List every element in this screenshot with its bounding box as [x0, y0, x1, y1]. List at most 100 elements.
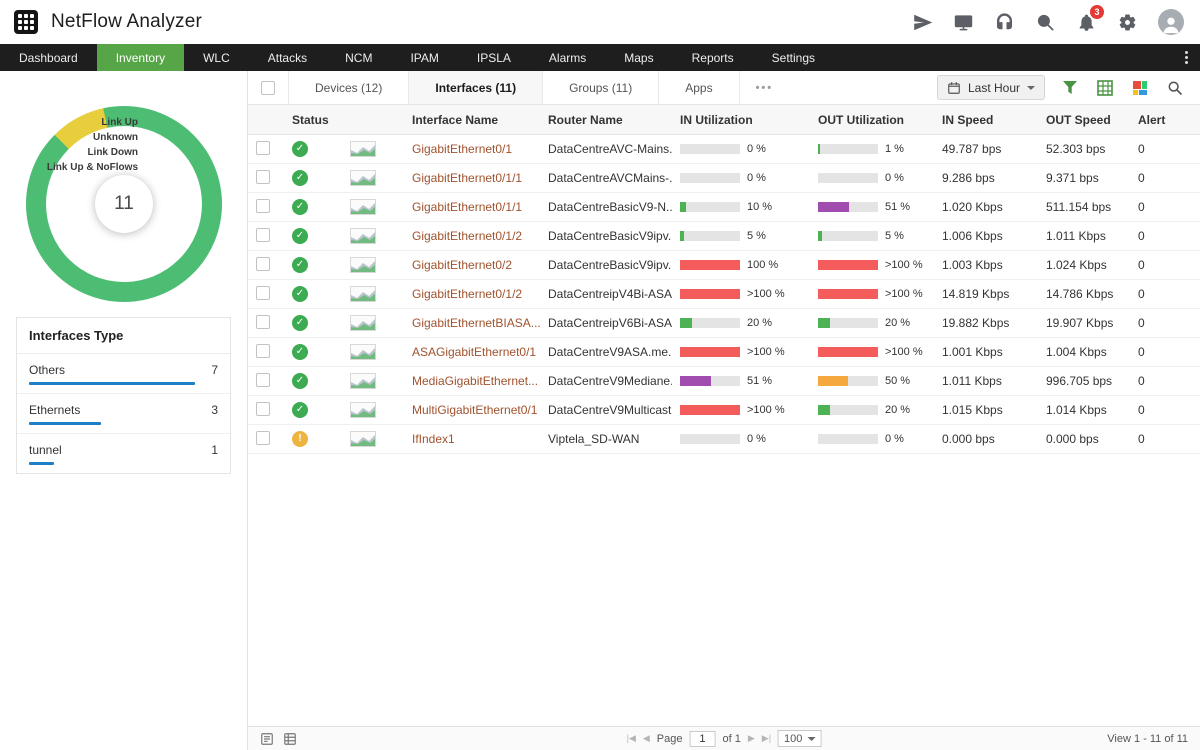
table-row[interactable]: ✓ GigabitEthernet0/1 DataCentreAVC-Mains…: [248, 135, 1200, 164]
row-checkbox[interactable]: [256, 227, 270, 242]
nav-item[interactable]: Attacks: [267, 50, 308, 65]
prev-page-button[interactable]: ◀: [642, 733, 650, 743]
user-avatar[interactable]: [1158, 9, 1184, 35]
send-feedback-icon[interactable]: [912, 12, 932, 32]
row-checkbox[interactable]: [256, 314, 270, 329]
page-number-input[interactable]: [689, 730, 716, 747]
apps-grid-icon[interactable]: [14, 10, 38, 34]
support-headset-icon[interactable]: [994, 12, 1014, 32]
row-checkbox[interactable]: [256, 169, 270, 184]
column-header-status[interactable]: Status: [292, 112, 329, 127]
nav-item[interactable]: Reports: [691, 50, 734, 65]
interface-name-link[interactable]: GigabitEthernet0/2: [412, 258, 513, 272]
row-checkbox[interactable]: [256, 285, 270, 300]
interface-name-link[interactable]: GigabitEthernet0/1/1: [412, 200, 523, 214]
table-row[interactable]: ✓ GigabitEthernet0/1/2 DataCentreipV4Bi-…: [248, 280, 1200, 309]
export-grid-icon[interactable]: [283, 732, 297, 746]
column-header-interface-name[interactable]: Interface Name: [412, 112, 499, 127]
screen-demo-icon[interactable]: [953, 12, 973, 32]
traffic-graph-icon[interactable]: [350, 257, 376, 273]
table-row[interactable]: ! IfIndex1 Viptela_SD-WAN 0 %: [248, 425, 1200, 454]
table-view-icon[interactable]: [1096, 79, 1114, 97]
traffic-graph-icon[interactable]: [350, 199, 376, 215]
out-utilization-cell: 20 %: [810, 404, 934, 416]
time-range-select[interactable]: Last Hour: [936, 75, 1045, 100]
content-tab[interactable]: Apps: [658, 71, 740, 104]
table-row[interactable]: ✓ GigabitEthernet0/2 DataCentreBasicV9ip…: [248, 251, 1200, 280]
in-utilization-value: 0 %: [747, 143, 766, 155]
table-row[interactable]: ✓ MediaGigabitEthernet... DataCentreV9Me…: [248, 367, 1200, 396]
nav-item[interactable]: Settings: [771, 50, 815, 65]
donut-chart[interactable]: 11: [26, 106, 222, 302]
table-row[interactable]: ✓ GigabitEthernet0/1/1 DataCentreBasicV9…: [248, 193, 1200, 222]
column-header-in-utilization[interactable]: IN Utilization: [680, 112, 753, 127]
traffic-graph-icon[interactable]: [350, 402, 376, 418]
interface-name-link[interactable]: MediaGigabitEthernet...: [412, 374, 539, 388]
traffic-graph-icon[interactable]: [350, 373, 376, 389]
traffic-graph-icon[interactable]: [350, 141, 376, 157]
interface-name-link[interactable]: GigabitEthernetBIASA...: [412, 316, 540, 330]
interface-name-link[interactable]: MultiGigabitEthernet0/1: [412, 403, 538, 417]
nav-item[interactable]: Dashboard: [19, 50, 78, 65]
traffic-graph-icon[interactable]: [350, 344, 376, 360]
nav-item[interactable]: Alarms: [548, 50, 587, 65]
row-checkbox[interactable]: [256, 430, 270, 445]
traffic-graph-icon[interactable]: [350, 228, 376, 244]
interface-name-link[interactable]: GigabitEthernet0/1/2: [412, 229, 523, 243]
notifications-bell-icon[interactable]: 3: [1076, 5, 1104, 32]
nav-item[interactable]: Inventory: [96, 44, 185, 71]
nav-item[interactable]: Maps: [624, 50, 654, 65]
row-checkbox[interactable]: [256, 140, 270, 155]
next-page-button[interactable]: ▶: [747, 733, 755, 743]
interface-name-link[interactable]: IfIndex1: [412, 432, 455, 446]
column-header-out-utilization[interactable]: OUT Utilization: [818, 112, 904, 127]
nav-item[interactable]: NCM: [345, 50, 373, 65]
content-tab[interactable]: Devices (12): [288, 71, 408, 104]
treemap-view-icon[interactable]: [1131, 79, 1149, 97]
table-row[interactable]: ✓ GigabitEthernet0/1/2 DataCentreBasicV9…: [248, 222, 1200, 251]
interface-name-link[interactable]: GigabitEthernet0/1: [412, 142, 513, 156]
select-all-checkbox[interactable]: [261, 80, 275, 95]
interface-name-link[interactable]: GigabitEthernet0/1/2: [412, 287, 523, 301]
traffic-graph-icon[interactable]: [350, 170, 376, 186]
search-icon[interactable]: [1035, 12, 1055, 32]
interface-name-link[interactable]: GigabitEthernet0/1/1: [412, 171, 523, 185]
row-checkbox[interactable]: [256, 198, 270, 213]
column-header-router-name[interactable]: Router Name: [548, 112, 623, 127]
content-tab[interactable]: Interfaces (11): [408, 71, 543, 104]
interface-type-item[interactable]: Ethernets 3: [17, 394, 230, 434]
row-checkbox[interactable]: [256, 256, 270, 271]
content-tab[interactable]: Groups (11): [542, 71, 658, 104]
column-header-out-speed[interactable]: OUT Speed: [1046, 112, 1111, 127]
interface-type-item[interactable]: Others 7: [17, 354, 230, 394]
table-row[interactable]: ✓ GigabitEthernetBIASA... DataCentreipV6…: [248, 309, 1200, 338]
column-header-alert[interactable]: Alert: [1138, 112, 1166, 127]
nav-overflow-icon[interactable]: [1173, 44, 1200, 71]
table-row[interactable]: ✓ ASAGigabitEthernet0/1 DataCentreV9ASA.…: [248, 338, 1200, 367]
filter-funnel-icon[interactable]: [1061, 79, 1079, 97]
interface-type-item[interactable]: tunnel 1: [17, 434, 230, 473]
status-icon: ✓: [292, 344, 308, 360]
settings-gear-icon[interactable]: [1117, 12, 1137, 32]
row-checkbox[interactable]: [256, 401, 270, 416]
traffic-graph-icon[interactable]: [350, 431, 376, 447]
traffic-graph-icon[interactable]: [350, 286, 376, 302]
table-search-icon[interactable]: [1166, 79, 1184, 97]
row-checkbox[interactable]: [256, 343, 270, 358]
interface-name-link[interactable]: ASAGigabitEthernet0/1: [412, 345, 537, 359]
tabs-overflow-button[interactable]: •••: [755, 81, 774, 94]
report-list-icon[interactable]: [260, 732, 274, 746]
last-page-button[interactable]: ▶|: [761, 733, 772, 743]
nav-item[interactable]: IPAM: [410, 50, 439, 65]
page-label: Page: [656, 732, 683, 745]
nav-item[interactable]: WLC: [203, 50, 230, 65]
table-row[interactable]: ✓ MultiGigabitEthernet0/1 DataCentreV9Mu…: [248, 396, 1200, 425]
traffic-graph-icon[interactable]: [350, 315, 376, 331]
page-size-select[interactable]: 100: [778, 730, 822, 747]
first-page-button[interactable]: |◀: [626, 733, 636, 743]
row-checkbox[interactable]: [256, 372, 270, 387]
interface-type-count: 1: [211, 443, 218, 457]
column-header-in-speed[interactable]: IN Speed: [942, 112, 994, 127]
nav-item[interactable]: IPSLA: [476, 50, 511, 65]
table-row[interactable]: ✓ GigabitEthernet0/1/1 DataCentreAVCMain…: [248, 164, 1200, 193]
